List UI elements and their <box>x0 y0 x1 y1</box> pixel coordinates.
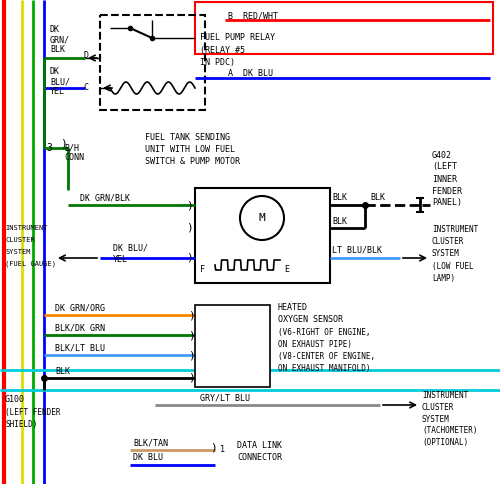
Text: (TACHOMETER): (TACHOMETER) <box>422 426 478 436</box>
Text: FENDER: FENDER <box>432 186 462 196</box>
Text: ): ) <box>186 253 193 263</box>
Text: CONN: CONN <box>64 153 84 163</box>
Text: BLU/: BLU/ <box>50 77 70 87</box>
Text: BLK/LT BLU: BLK/LT BLU <box>55 344 105 352</box>
Text: 1: 1 <box>220 445 225 454</box>
Text: ): ) <box>210 443 217 453</box>
Text: FUEL PUMP RELAY: FUEL PUMP RELAY <box>200 33 275 43</box>
Text: BLK/DK GRN: BLK/DK GRN <box>55 323 105 333</box>
Text: (FUEL GAUGE): (FUEL GAUGE) <box>5 261 56 267</box>
Text: SWITCH & PUMP MOTOR: SWITCH & PUMP MOTOR <box>145 157 240 166</box>
Text: ): ) <box>186 223 193 233</box>
Text: (OPTIONAL): (OPTIONAL) <box>422 439 468 448</box>
Text: DK: DK <box>50 67 60 76</box>
Text: C: C <box>83 84 88 92</box>
Text: BLK: BLK <box>332 217 347 227</box>
Text: YEL: YEL <box>113 256 128 264</box>
Text: CONNECTOR: CONNECTOR <box>237 453 282 462</box>
Text: B  RED/WHT: B RED/WHT <box>228 12 278 20</box>
Text: ): ) <box>188 373 195 383</box>
Text: INSTRUMENT: INSTRUMENT <box>5 225 48 231</box>
Text: ): ) <box>188 310 195 320</box>
Text: ): ) <box>188 330 195 340</box>
Text: 4  WHT: 4 WHT <box>200 374 230 382</box>
Text: ): ) <box>186 200 193 210</box>
Text: E: E <box>284 266 289 274</box>
Bar <box>100 15 205 110</box>
Text: A  DK BLU: A DK BLU <box>228 70 273 78</box>
Text: SYSTEM: SYSTEM <box>432 249 460 258</box>
Text: LAMP): LAMP) <box>432 273 455 283</box>
Text: BLK: BLK <box>50 45 65 55</box>
Text: (LEFT: (LEFT <box>432 163 457 171</box>
Text: LT BLU/BLK: LT BLU/BLK <box>332 245 382 255</box>
Text: F: F <box>200 266 205 274</box>
Text: D: D <box>83 50 88 60</box>
Bar <box>195 188 330 283</box>
Text: DK GRN/ORG: DK GRN/ORG <box>55 303 105 313</box>
Text: (RELAY #5: (RELAY #5 <box>200 45 245 55</box>
Text: IN PDC): IN PDC) <box>200 58 235 66</box>
Text: CLUSTER: CLUSTER <box>5 237 35 243</box>
Circle shape <box>240 196 284 240</box>
Text: SYSTEM: SYSTEM <box>5 249 30 255</box>
Text: BLK: BLK <box>370 194 385 202</box>
Text: ON EXHAUST MANIFOLD): ON EXHAUST MANIFOLD) <box>278 363 370 373</box>
Text: (LOW FUEL: (LOW FUEL <box>432 261 474 271</box>
Text: (V6-RIGHT OF ENGINE,: (V6-RIGHT OF ENGINE, <box>278 328 370 336</box>
Text: DK BLU: DK BLU <box>133 454 163 463</box>
Text: DK BLU/: DK BLU/ <box>113 243 148 253</box>
Text: SYSTEM: SYSTEM <box>422 414 450 424</box>
Text: GRN/: GRN/ <box>50 35 70 45</box>
Text: (LEFT FENDER: (LEFT FENDER <box>5 408 60 417</box>
Bar <box>195 305 270 387</box>
Text: 1  GRY: 1 GRY <box>200 350 230 360</box>
Text: G402: G402 <box>432 151 452 160</box>
Text: 3: 3 <box>46 143 52 153</box>
Text: INSTRUMENT: INSTRUMENT <box>432 226 478 235</box>
Text: OXYGEN SENSOR: OXYGEN SENSOR <box>278 316 343 324</box>
Text: PANEL): PANEL) <box>432 198 462 208</box>
Text: SHIELD): SHIELD) <box>5 420 38 428</box>
Text: DATA LINK: DATA LINK <box>237 440 282 450</box>
Text: CLUSTER: CLUSTER <box>432 238 464 246</box>
Text: DK: DK <box>50 26 60 34</box>
Bar <box>195 2 493 54</box>
Text: INSTRUMENT: INSTRUMENT <box>422 391 468 399</box>
Text: 3  WHT: 3 WHT <box>200 311 230 319</box>
Text: G100: G100 <box>5 395 25 405</box>
Text: FUEL TANK SENDING: FUEL TANK SENDING <box>145 134 230 142</box>
Text: 2  PNK: 2 PNK <box>200 331 230 339</box>
Text: GRY/LT BLU: GRY/LT BLU <box>200 393 250 403</box>
Text: ): ) <box>188 350 195 360</box>
Text: BLK/TAN: BLK/TAN <box>133 439 168 448</box>
Text: UNIT WITH LOW FUEL: UNIT WITH LOW FUEL <box>145 146 235 154</box>
Text: BLK: BLK <box>332 194 347 202</box>
Text: YEL: YEL <box>50 88 65 96</box>
Text: ON EXHAUST PIPE): ON EXHAUST PIPE) <box>278 339 352 348</box>
Text: HEATED: HEATED <box>278 303 308 313</box>
Text: ): ) <box>60 138 67 148</box>
Text: DK GRN/BLK: DK GRN/BLK <box>80 194 130 202</box>
Text: (V8-CENTER OF ENGINE,: (V8-CENTER OF ENGINE, <box>278 351 375 361</box>
Text: BLK: BLK <box>55 367 70 377</box>
Text: M: M <box>258 213 266 223</box>
Text: INNER: INNER <box>432 175 457 183</box>
Text: CLUSTER: CLUSTER <box>422 403 454 411</box>
Text: B/H: B/H <box>64 143 79 152</box>
